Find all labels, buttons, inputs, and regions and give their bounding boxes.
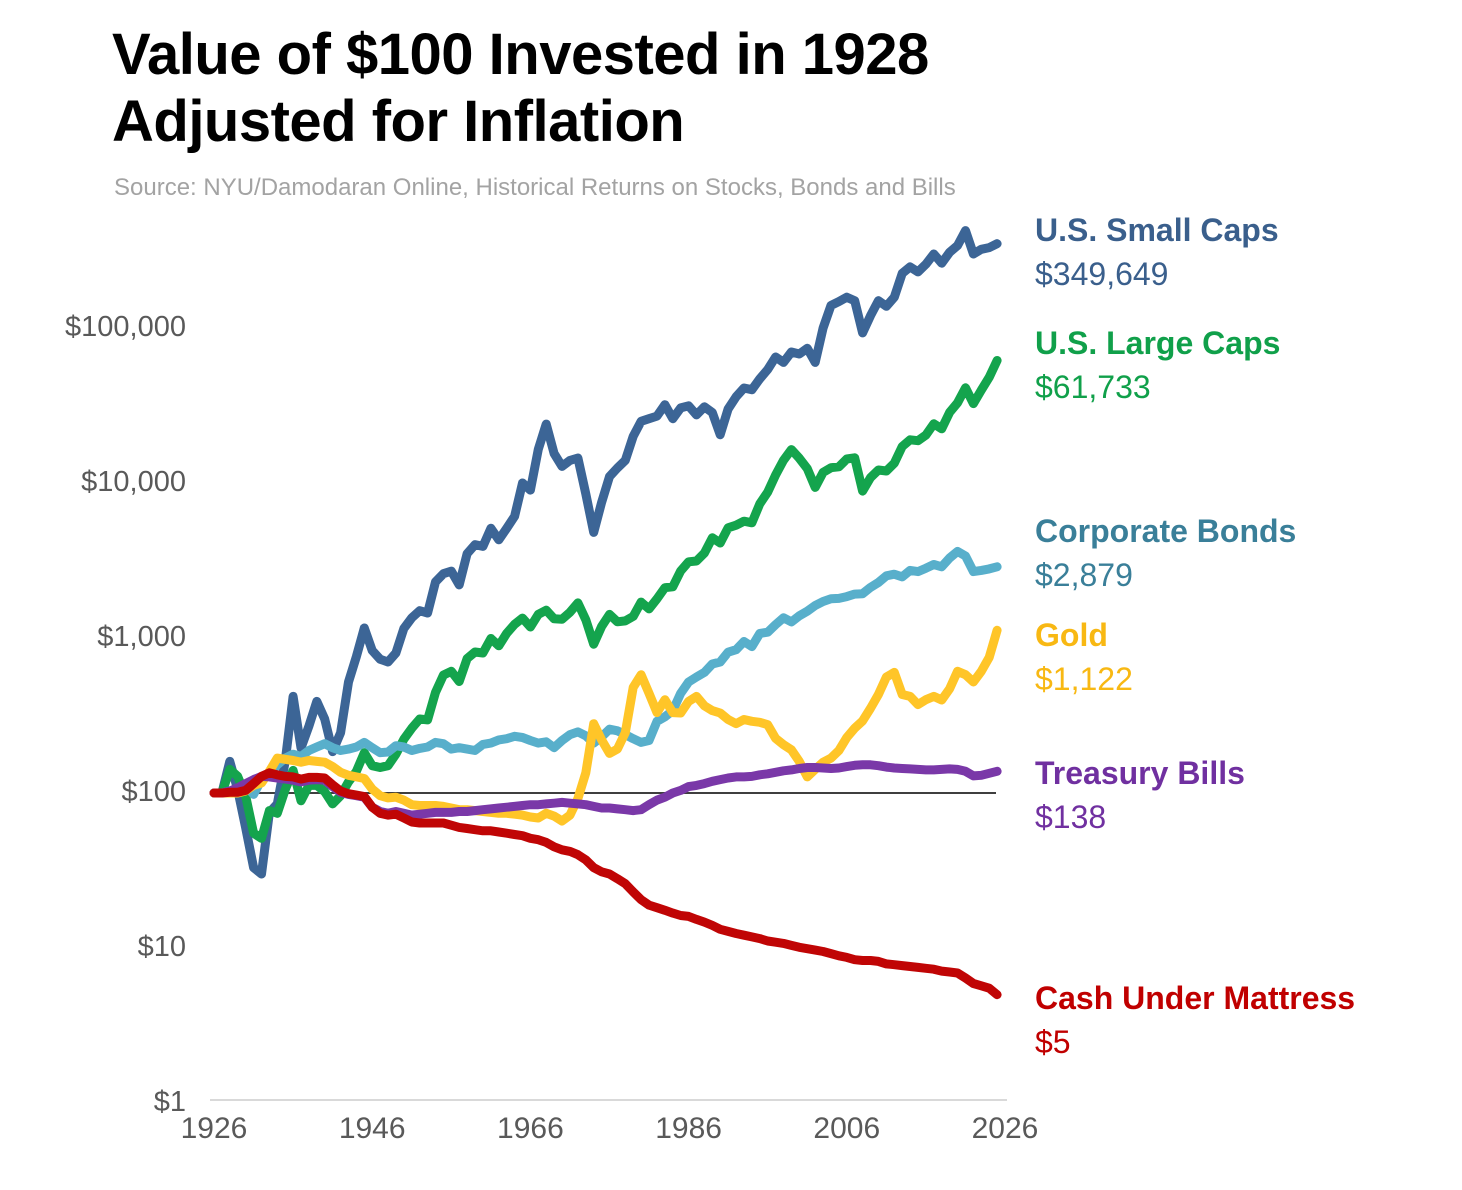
legend-value-cash-under-mattress: $5 <box>1035 1024 1071 1060</box>
legend-value-u-s-small-caps: $349,649 <box>1035 256 1169 292</box>
legend-label-cash-under-mattress: Cash Under Mattress <box>1035 980 1356 1016</box>
legend-u-s-large-caps: U.S. Large Caps $61,733 <box>1035 327 1280 403</box>
legend-label-corporate-bonds: Corporate Bonds <box>1035 513 1297 549</box>
x-tick-1926: 1926 <box>180 1112 248 1145</box>
series-line-cash-under-mattress <box>209 768 1002 1000</box>
legend-value-corporate-bonds: $2,879 <box>1035 557 1133 593</box>
series-line-gold <box>209 625 1002 826</box>
x-tick-1986: 1986 <box>655 1112 722 1145</box>
legend-value-treasury-bills: $138 <box>1035 799 1107 835</box>
legend-label-gold: Gold <box>1035 617 1108 653</box>
x-tick-2026: 2026 <box>971 1112 1039 1145</box>
y-tick-1: $1 <box>153 1086 186 1118</box>
legend-value-gold: $1,122 <box>1035 661 1133 697</box>
y-tick-1-000: $1,000 <box>97 621 186 653</box>
series-line-u-s-small-caps <box>209 226 1002 879</box>
legend-u-s-small-caps: U.S. Small Caps $349,649 <box>1035 214 1279 290</box>
y-tick-100-000: $100,000 <box>65 311 186 343</box>
legend-cash-under-mattress: Cash Under Mattress $5 <box>1035 982 1355 1058</box>
x-tick-2006: 2006 <box>813 1112 881 1145</box>
legend-corporate-bonds: Corporate Bonds $2,879 <box>1035 515 1296 591</box>
chart-title: Value of $100 Invested in 1928 Adjusted … <box>112 22 929 154</box>
series-line-corporate-bonds <box>209 546 1002 799</box>
legend-label-treasury-bills: Treasury Bills <box>1035 755 1245 791</box>
y-tick-100: $100 <box>121 776 186 808</box>
legend-label-u-s-small-caps: U.S. Small Caps <box>1035 212 1279 248</box>
chart-source: Source: NYU/Damodaran Online, Historical… <box>114 174 956 201</box>
x-tick-1946: 1946 <box>338 1112 406 1145</box>
legend-treasury-bills: Treasury Bills $138 <box>1035 757 1245 833</box>
y-tick-10-000: $10,000 <box>81 466 186 498</box>
legend-gold: Gold $1,122 <box>1035 619 1133 695</box>
x-tick-1966: 1966 <box>497 1112 564 1145</box>
legend-value-u-s-large-caps: $61,733 <box>1035 369 1151 405</box>
legend-label-u-s-large-caps: U.S. Large Caps <box>1035 325 1281 361</box>
y-tick-10: $10 <box>137 931 186 963</box>
